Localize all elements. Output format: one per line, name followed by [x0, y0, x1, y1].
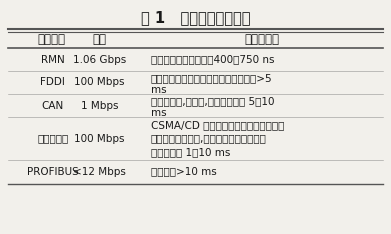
- Text: ms: ms: [151, 108, 166, 118]
- Text: ms: ms: [151, 85, 166, 95]
- Text: FDDI: FDDI: [40, 77, 65, 88]
- Text: 100 Mbps: 100 Mbps: [74, 77, 125, 88]
- Text: PROFIBUS: PROFIBUS: [27, 167, 79, 177]
- Text: 数据率很低,速度低,一般响应时间 5～10: 数据率很低,速度低,一般响应时间 5～10: [151, 96, 274, 106]
- Text: 延迟可达到 1～10 ms: 延迟可达到 1～10 ms: [151, 147, 230, 157]
- Text: <12 Mbps: <12 Mbps: [73, 167, 126, 177]
- Text: 1.06 Gbps: 1.06 Gbps: [73, 55, 126, 65]
- Text: 响应时间>10 ms: 响应时间>10 ms: [151, 167, 216, 177]
- Text: 带宽: 带宽: [93, 33, 107, 46]
- Text: 网络类型: 网络类型: [37, 33, 65, 46]
- Text: 表 1   几种通讯网络对比: 表 1 几种通讯网络对比: [141, 11, 250, 26]
- Text: 100 Mbps: 100 Mbps: [74, 134, 125, 143]
- Text: RMN: RMN: [41, 55, 65, 65]
- Text: 实时性分析: 实时性分析: [244, 33, 280, 46]
- Text: 工业以太网: 工业以太网: [37, 134, 68, 143]
- Text: 1 Mbps: 1 Mbps: [81, 101, 118, 110]
- Text: 节点确定的传输延迟为400～750 ns: 节点确定的传输延迟为400～750 ns: [151, 55, 274, 65]
- Text: 光缆延迟和站延迟使其响应时间至少为>5: 光缆延迟和站延迟使其响应时间至少为>5: [151, 73, 272, 84]
- Text: CAN: CAN: [42, 101, 64, 110]
- Text: 传输延迟的确定性,导致其实时性差。传输: 传输延迟的确定性,导致其实时性差。传输: [151, 134, 266, 143]
- Text: CSMA/CD 的传输机制决定了它无法确保: CSMA/CD 的传输机制决定了它无法确保: [151, 120, 284, 130]
